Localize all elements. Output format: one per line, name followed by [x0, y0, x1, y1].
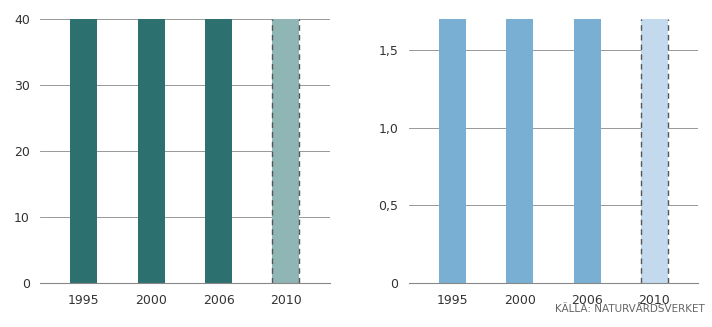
Bar — [70, 19, 98, 283]
Bar — [138, 19, 164, 283]
Bar — [205, 19, 232, 283]
Bar — [439, 19, 466, 283]
Bar — [641, 19, 668, 283]
Bar — [273, 19, 299, 283]
Bar — [574, 19, 600, 283]
Text: KÄLLA: NATURVÅRDSVERKET: KÄLLA: NATURVÅRDSVERKET — [555, 304, 705, 314]
Bar — [506, 19, 533, 283]
